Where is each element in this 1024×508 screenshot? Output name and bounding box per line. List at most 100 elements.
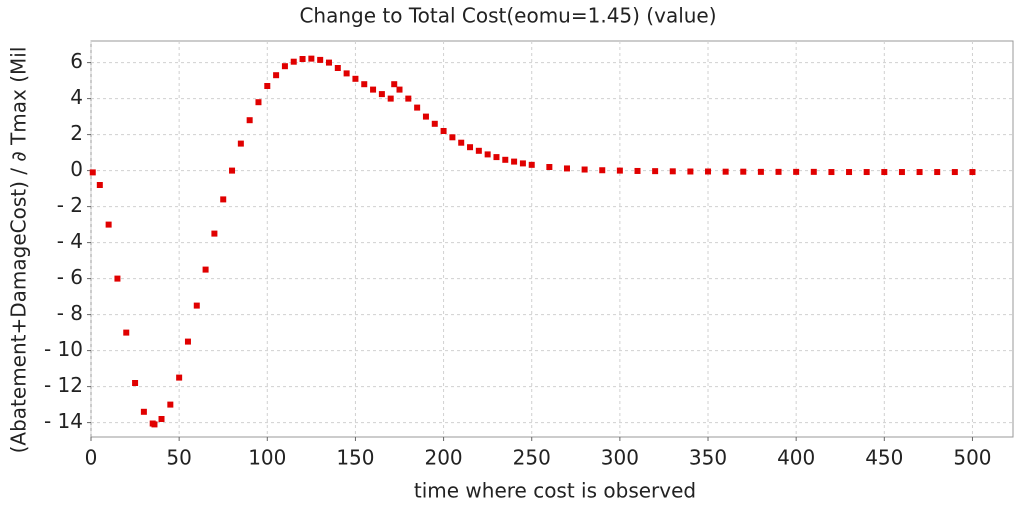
point: [308, 55, 315, 62]
point: [352, 75, 359, 82]
point: [440, 128, 447, 134]
point: [793, 168, 800, 175]
point: [211, 230, 218, 237]
y-tick-label: - 14: [44, 409, 83, 433]
point: [475, 147, 482, 154]
point: [220, 196, 227, 203]
point: [563, 165, 570, 172]
y-tick-label: - 6: [57, 265, 83, 289]
point: [237, 140, 244, 147]
point: [290, 58, 297, 65]
point: [361, 81, 368, 88]
point: [898, 169, 905, 176]
point: [273, 72, 280, 79]
y-tick-label: - 8: [57, 301, 83, 325]
point: [202, 266, 209, 273]
point: [951, 169, 958, 176]
point: [422, 113, 429, 120]
point: [158, 416, 165, 422]
point: [184, 338, 191, 345]
point: [669, 168, 676, 175]
point: [193, 302, 200, 309]
x-tick-label: 300: [601, 446, 639, 470]
y-tick-label: - 12: [44, 373, 83, 397]
x-tick-label: 100: [248, 446, 286, 470]
point: [828, 169, 835, 176]
point: [846, 169, 853, 176]
x-tick-label: 200: [424, 446, 462, 470]
point: [396, 86, 403, 93]
point: [255, 99, 262, 106]
point: [511, 158, 518, 165]
point: [387, 95, 394, 102]
point: [176, 374, 183, 381]
point: [599, 167, 606, 174]
y-tick-label: - 10: [44, 337, 83, 361]
point: [414, 104, 421, 111]
point: [863, 169, 870, 176]
point: [467, 144, 474, 151]
point: [281, 63, 288, 70]
x-tick-label: 50: [166, 446, 191, 470]
point: [334, 65, 341, 71]
y-tick-label: 0: [70, 157, 83, 181]
point: [519, 160, 526, 167]
point: [343, 70, 350, 77]
chart-title: Change to Total Cost(eomu=1.45) (value): [299, 4, 716, 28]
plot-area: [90, 40, 1014, 438]
x-axis-label: time where cost is observed: [414, 479, 696, 503]
point: [370, 86, 377, 93]
y-tick-label: 2: [70, 121, 83, 145]
point: [449, 134, 456, 141]
point: [167, 401, 174, 408]
x-tick-label: 500: [953, 446, 991, 470]
point: [634, 167, 641, 174]
point: [722, 168, 729, 175]
point: [502, 156, 509, 163]
point: [151, 421, 158, 428]
point: [325, 59, 332, 66]
x-tick-label: 150: [336, 446, 374, 470]
point: [810, 168, 817, 175]
point: [405, 95, 412, 102]
y-tick-label: 6: [70, 49, 83, 73]
point: [581, 166, 588, 173]
point: [687, 168, 694, 175]
point: [705, 168, 712, 175]
point: [493, 154, 500, 161]
point: [458, 139, 465, 146]
y-tick-label: - 2: [57, 193, 83, 217]
point: [528, 161, 535, 168]
point: [484, 151, 491, 158]
point: [140, 408, 147, 415]
point: [229, 167, 236, 174]
x-tick-label: 250: [513, 446, 551, 470]
point: [431, 120, 438, 127]
point: [132, 380, 139, 386]
point: [89, 169, 96, 176]
point: [881, 169, 888, 176]
y-axis-label: (Abatement+DamageCost) / ∂ Tmax (Mil: [7, 47, 31, 454]
x-tick-label: 400: [777, 446, 815, 470]
y-tick-label: 4: [70, 85, 83, 109]
point: [757, 168, 764, 175]
point: [378, 91, 385, 98]
point: [123, 329, 130, 336]
y-tick-label: - 4: [57, 229, 83, 253]
point: [652, 168, 659, 175]
point: [934, 169, 941, 176]
point: [317, 56, 324, 63]
point: [96, 182, 103, 188]
x-tick-label: 450: [865, 446, 903, 470]
point: [775, 168, 782, 175]
point: [246, 117, 253, 124]
point: [616, 167, 623, 174]
point: [546, 164, 553, 170]
point: [969, 169, 976, 176]
point: [105, 221, 112, 228]
point: [264, 83, 271, 89]
point: [740, 168, 747, 175]
x-tick-label: 0: [85, 446, 98, 470]
point: [391, 81, 398, 88]
